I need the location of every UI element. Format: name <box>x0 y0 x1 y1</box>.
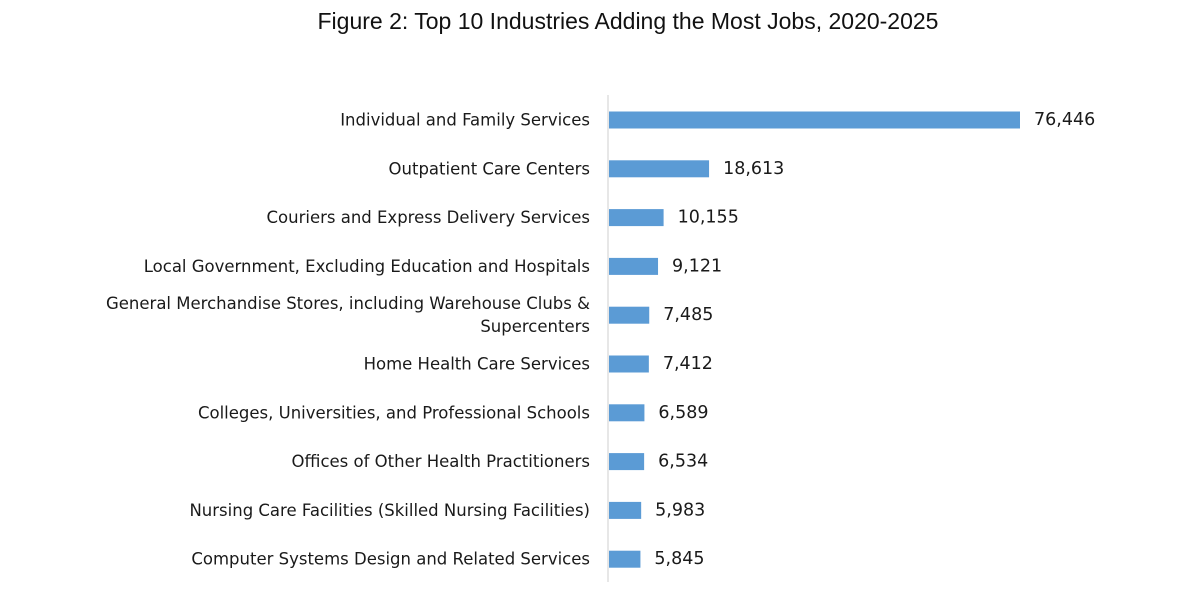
category-label: Outpatient Care Centers <box>389 159 590 178</box>
category-label: Home Health Care Services <box>364 355 590 374</box>
bar <box>609 257 659 275</box>
bar <box>609 501 642 519</box>
category-label: Local Government, Excluding Education an… <box>144 257 590 276</box>
chart-title: Figure 2: Top 10 Industries Adding the M… <box>317 8 939 34</box>
value-label: 9,121 <box>672 256 722 276</box>
category-label: Colleges, Universities, and Professional… <box>198 403 590 422</box>
bars-group: 76,446 Individual and Family Services 18,6… <box>106 110 1095 569</box>
bar <box>609 111 1020 129</box>
value-label: 7,485 <box>663 305 713 325</box>
category-label: Nursing Care Facilities (Skilled Nursing… <box>189 501 590 520</box>
value-label: 5,983 <box>655 500 705 520</box>
value-label: 6,534 <box>658 452 708 472</box>
value-label: 18,613 <box>723 159 784 179</box>
category-label: Individual and Family Services <box>340 111 590 130</box>
bar <box>609 404 645 422</box>
bar <box>609 160 710 178</box>
value-label: 7,412 <box>663 354 713 374</box>
bar <box>609 453 645 471</box>
bar <box>609 550 641 568</box>
category-label: Couriers and Express Delivery Services <box>267 208 591 227</box>
category-label: Supercenters <box>480 317 590 336</box>
category-label: General Merchandise Stores, including Wa… <box>106 294 590 313</box>
bar <box>609 306 650 324</box>
value-label: 76,446 <box>1034 110 1095 130</box>
category-label: Computer Systems Design and Related Serv… <box>191 550 590 569</box>
value-label: 6,589 <box>658 403 708 423</box>
value-label: 10,155 <box>678 208 739 228</box>
category-label: Offices of Other Health Practitioners <box>292 452 591 471</box>
bar <box>609 209 664 227</box>
value-label: 5,845 <box>654 549 704 569</box>
bar <box>609 355 649 373</box>
